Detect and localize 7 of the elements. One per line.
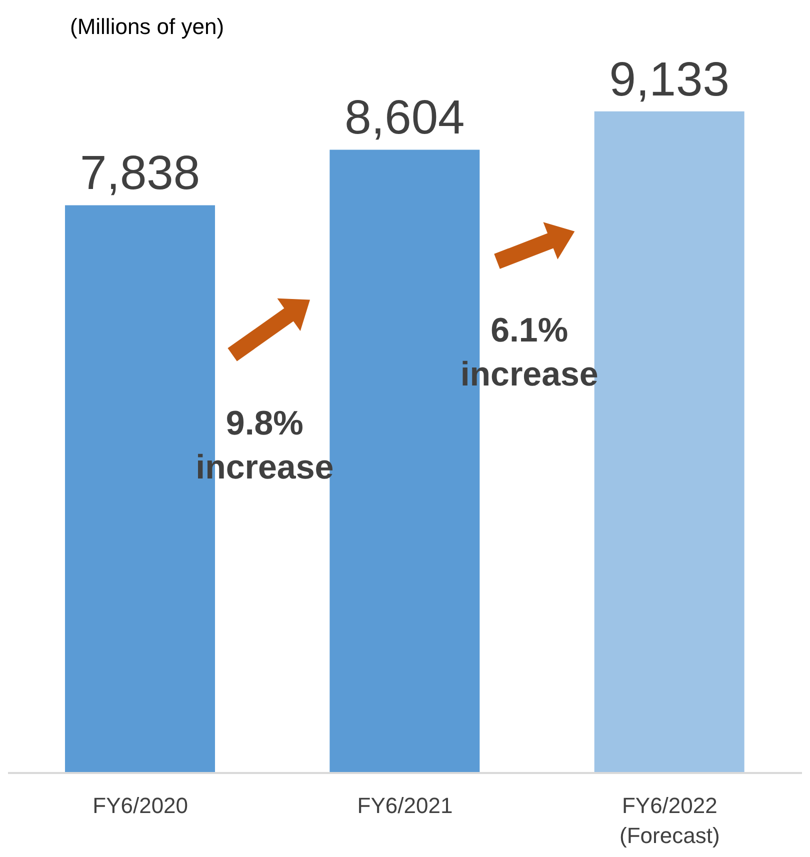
data-label: 7,838	[80, 147, 200, 200]
data-label: 8,604	[344, 92, 465, 145]
text: (Millions of yen)	[70, 14, 224, 39]
x-tick-label: FY6/2021	[357, 793, 453, 818]
x-tick-label: FY6/2022 (Forecast)	[620, 793, 720, 848]
data-label: 9,133	[609, 53, 730, 106]
x-tick-label: FY6/2020	[92, 793, 188, 818]
